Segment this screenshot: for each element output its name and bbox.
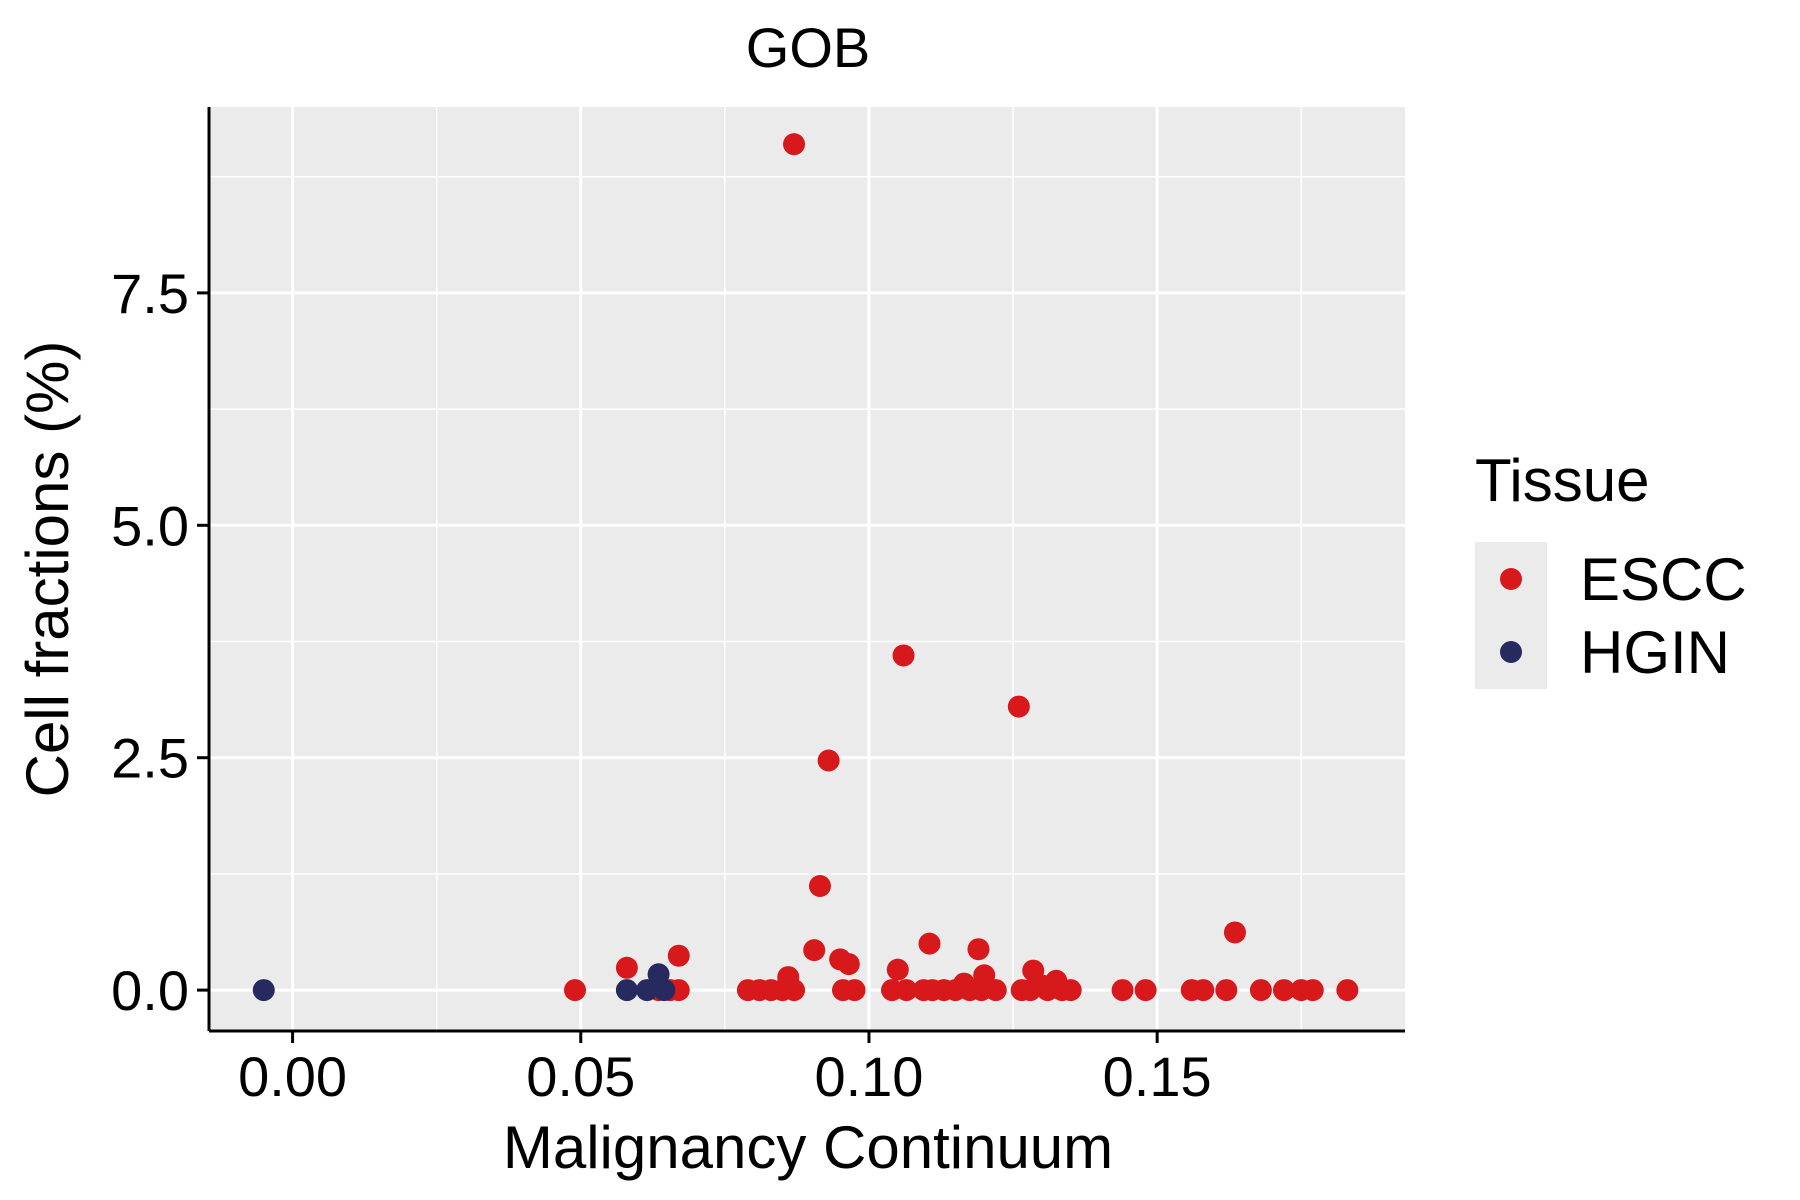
data-point-escc	[843, 979, 866, 1002]
data-point-hgin	[252, 979, 275, 1002]
data-point-escc	[967, 938, 990, 961]
data-point-escc	[892, 644, 915, 667]
data-point-escc	[1249, 979, 1272, 1002]
x-axis-label: Malignancy Continuum	[503, 1114, 1113, 1181]
data-point-escc	[615, 956, 638, 979]
data-point-escc	[1134, 979, 1157, 1002]
x-tick-label: 0.15	[1103, 1045, 1212, 1108]
axes: 0.00 0.05 0.10 0.15 0.0 2.5 5.0 7.5	[111, 107, 1405, 1108]
data-point-escc	[1007, 695, 1030, 718]
data-point-escc	[1059, 979, 1082, 1002]
x-tick-label: 0.10	[814, 1045, 923, 1108]
data-point-hgin	[653, 979, 676, 1002]
data-point-escc	[808, 874, 831, 897]
data-point-escc	[973, 964, 996, 987]
y-tick-label: 7.5	[111, 262, 189, 325]
data-point-hgin	[636, 979, 659, 1002]
plot-panel	[209, 107, 1405, 1031]
data-point-escc	[1223, 921, 1246, 944]
data-point-escc	[837, 953, 860, 976]
data-point-escc	[886, 958, 909, 981]
minor-gridlines	[209, 107, 1405, 1031]
data-point-escc	[1215, 979, 1238, 1002]
data-point-escc	[803, 939, 826, 962]
data-point-hgin	[615, 979, 638, 1002]
y-axis-ticks: 0.0 2.5 5.0 7.5	[111, 262, 209, 1022]
legend-key-escc	[1500, 568, 1522, 590]
legend-key-background	[1475, 542, 1547, 689]
data-point-escc	[1111, 979, 1134, 1002]
data-point-escc	[783, 133, 806, 156]
data-point-escc	[895, 979, 918, 1002]
legend-label-escc: ESCC	[1580, 546, 1747, 613]
legend-label-hgin: HGIN	[1580, 619, 1730, 686]
x-axis-ticks: 0.00 0.05 0.10 0.15	[238, 1031, 1212, 1108]
data-point-escc	[1272, 979, 1295, 1002]
chart-title: GOB	[746, 16, 870, 79]
data-point-escc	[667, 944, 690, 967]
data-point-escc	[783, 979, 806, 1002]
legend-key-hgin	[1500, 641, 1522, 663]
data-point-escc	[564, 979, 587, 1002]
y-axis-label: Cell fractions (%)	[14, 341, 81, 798]
data-point-escc	[984, 979, 1007, 1002]
data-point-escc	[1301, 979, 1324, 1002]
x-tick-label: 0.05	[526, 1045, 635, 1108]
y-tick-label: 5.0	[111, 494, 189, 557]
y-tick-label: 2.5	[111, 727, 189, 790]
data-point-escc	[1192, 979, 1215, 1002]
data-points	[252, 133, 1359, 1002]
panel-background	[209, 107, 1405, 1031]
data-point-escc	[918, 932, 941, 955]
legend-title: Tissue	[1475, 447, 1650, 514]
data-point-escc	[817, 749, 840, 772]
data-point-escc	[1336, 979, 1359, 1002]
y-tick-label: 0.0	[111, 959, 189, 1022]
x-tick-label: 0.00	[238, 1045, 347, 1108]
